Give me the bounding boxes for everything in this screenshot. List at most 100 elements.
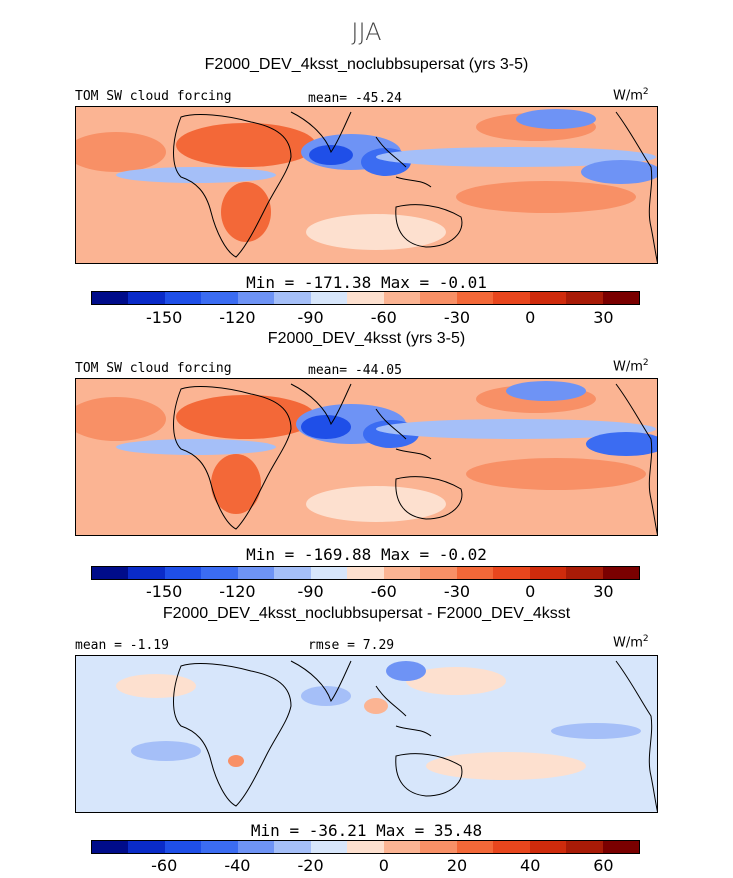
bay-of-bengal-core: [301, 415, 351, 439]
colorbar-tick-label: -90: [297, 582, 324, 601]
colorbar-swatch: [164, 567, 202, 579]
colorbar-swatch: [274, 841, 311, 853]
colorbar-swatch: [274, 292, 311, 304]
australia-coastline: [395, 204, 463, 248]
colorbar-tick-label: -120: [219, 308, 256, 327]
sahara-warm-region: [176, 395, 316, 439]
colorbar-swatch: [529, 841, 567, 853]
pacific-south-region: [466, 458, 646, 490]
colorbar-swatch: [201, 292, 238, 304]
diff-negative-1: [301, 686, 351, 706]
panel-3-rmse-label: rmse = 7.29: [308, 638, 395, 653]
atlantic-itcz: [116, 439, 276, 455]
colorbar-swatch: [237, 841, 275, 853]
diff-positive-3: [426, 752, 586, 780]
panel-2-field-label: TOM SW cloud forcing: [75, 361, 232, 376]
panel-1-mean-label: mean= -45.24: [308, 91, 402, 106]
colorbar-swatch: [493, 292, 530, 304]
pacific-south-region: [456, 181, 636, 213]
colorbar-tick-label: -30: [443, 582, 471, 601]
indian-ocean-south-region: [306, 214, 446, 250]
colorbar-tick-label: -120: [219, 582, 256, 601]
east-pacific-itcz: [586, 432, 657, 456]
colorbar-tick-label: 30: [593, 582, 614, 601]
panel-3-colorbar: [91, 840, 640, 854]
panel-1-map: [75, 106, 658, 264]
colorbar-swatch: [566, 567, 603, 579]
arabia-india-coastline: [290, 660, 352, 703]
colorbar-tick-label: 0: [525, 308, 536, 327]
itcz-band: [376, 419, 656, 439]
panel-2-stats: Min = -169.88 Max = -0.02: [246, 545, 487, 564]
panel-3-map: [75, 655, 658, 813]
colorbar-tick-label: 20: [446, 856, 468, 875]
atlantic-itcz: [116, 167, 276, 183]
colorbar-tick-label: 60: [593, 856, 614, 875]
colorbar-swatch: [456, 841, 494, 853]
colorbar-tick-label: -60: [151, 856, 178, 875]
africa-coastline: [173, 663, 292, 807]
colorbar-tick-label: -150: [146, 308, 183, 327]
panel-2-units: W/m2: [613, 358, 649, 375]
colorbar-swatch: [92, 567, 129, 579]
colorbar-swatch: [347, 292, 384, 304]
panel-2-map: [75, 378, 658, 536]
colorbar-swatch: [274, 567, 311, 579]
colorbar-swatch: [456, 292, 494, 304]
panel-1-units: W/m2: [613, 87, 649, 104]
colorbar-swatch: [310, 841, 348, 853]
panel-2-colorbar-ticks: -150 -120 -90 -60 -30 0 30: [91, 582, 640, 601]
colorbar-swatch: [164, 292, 202, 304]
atlantic-warm-region: [76, 397, 166, 441]
panel-1-colorbar: [91, 291, 640, 305]
colorbar-swatch: [201, 567, 238, 579]
colorbar-swatch: [566, 841, 603, 853]
colorbar-tick-label: -30: [443, 308, 471, 327]
americas-coastline: [615, 660, 657, 812]
itcz-band: [376, 147, 656, 167]
north-pacific-cool: [506, 381, 586, 401]
bay-of-bengal-core: [309, 145, 353, 165]
colorbar-swatch: [310, 567, 348, 579]
colorbar-swatch: [493, 567, 530, 579]
colorbar-swatch: [383, 567, 421, 579]
colorbar-swatch: [92, 292, 129, 304]
diff-positive-core: [364, 698, 388, 714]
southeast-asia-coastline: [375, 685, 432, 737]
panel-1-field-label: TOM SW cloud forcing: [75, 89, 232, 104]
figure-season-title: JJA: [351, 18, 382, 46]
africa-coastline: [173, 386, 292, 530]
diff-positive-2: [406, 667, 506, 695]
panel-2-title: F2000_DEV_4ksst (yrs 3-5): [267, 330, 466, 347]
australia-coastline: [395, 753, 463, 797]
colorbar-swatch: [237, 567, 275, 579]
colorbar-tick-label: 40: [520, 856, 541, 875]
africa-south-region: [221, 182, 271, 242]
colorbar-tick-label: -60: [370, 582, 397, 601]
colorbar-swatch: [420, 292, 457, 304]
colorbar-swatch: [602, 567, 640, 579]
colorbar-tick-label: 0: [525, 582, 536, 601]
panel-3-mean-label: mean = -1.19: [75, 638, 169, 653]
colorbar-swatch: [529, 567, 567, 579]
colorbar-swatch: [493, 841, 530, 853]
colorbar-swatch: [92, 841, 129, 853]
diff-positive-1: [116, 674, 196, 698]
colorbar-swatch: [566, 292, 603, 304]
colorbar-swatch: [128, 292, 165, 304]
africa-coastline: [173, 114, 292, 258]
colorbar-swatch: [310, 292, 348, 304]
colorbar-swatch: [128, 841, 165, 853]
panel-3-title: F2000_DEV_4ksst_noclubbsupersat - F2000_…: [162, 605, 571, 622]
panel-2-colorbar: [91, 566, 640, 580]
colorbar-swatch: [383, 292, 421, 304]
atlantic-warm-region: [76, 132, 166, 172]
americas-coastline: [615, 383, 657, 535]
colorbar-swatch: [529, 292, 567, 304]
colorbar-swatch: [420, 841, 457, 853]
panel-1-colorbar-ticks: -150 -120 -90 -60 -30 0 30: [91, 308, 640, 327]
indian-ocean-south-region: [306, 486, 446, 522]
north-pacific-cool: [516, 109, 596, 129]
colorbar-tick-label: -90: [297, 308, 324, 327]
colorbar-swatch: [420, 567, 457, 579]
